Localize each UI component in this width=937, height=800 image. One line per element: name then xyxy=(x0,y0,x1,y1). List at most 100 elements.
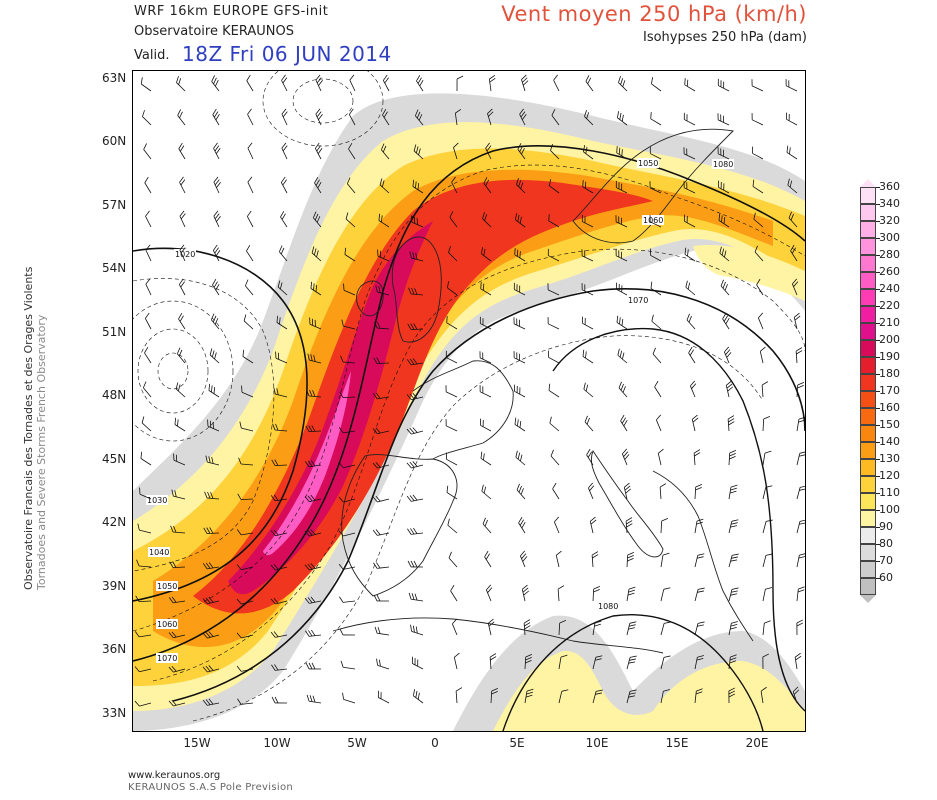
wind-barb-shaft xyxy=(411,257,424,262)
wind-barb xyxy=(374,321,390,330)
wind-barb xyxy=(654,380,662,398)
wind-barb-flag xyxy=(697,590,704,593)
wind-barb-flag xyxy=(621,318,624,326)
wind-barb xyxy=(377,249,390,262)
wind-barb-shaft xyxy=(247,181,254,194)
contour-label-bg xyxy=(637,158,659,168)
wind-barb-shaft xyxy=(281,147,288,160)
wind-barb-flag xyxy=(686,148,688,156)
wind-barb xyxy=(134,700,152,707)
wind-barb-flag xyxy=(455,687,463,692)
wind-barb-flag xyxy=(695,691,703,695)
wind-barb-shaft xyxy=(718,186,730,194)
wind-barb-flag xyxy=(408,592,412,600)
wind-barb-shaft xyxy=(557,589,560,602)
wind-barb xyxy=(348,108,356,126)
wind-barb xyxy=(649,146,662,160)
wind-barb-shaft xyxy=(139,529,152,534)
wind-barb-flag xyxy=(751,79,753,86)
wind-barb-flag xyxy=(616,282,618,290)
wind-barb xyxy=(447,518,458,534)
wind-barb-flag xyxy=(686,114,688,121)
wind-barb-shaft xyxy=(551,115,560,126)
legend-swatch xyxy=(860,442,876,459)
wind-barb-flag xyxy=(176,76,179,83)
wind-barb xyxy=(372,495,390,503)
wind-barb xyxy=(548,214,560,228)
wind-barb-flag xyxy=(764,450,772,454)
wind-barb xyxy=(551,109,560,126)
wind-barb-flag xyxy=(797,382,805,386)
wind-barb-flag xyxy=(487,108,493,114)
wind-barb-flag xyxy=(482,283,485,291)
wind-barb-flag xyxy=(522,587,529,593)
wind-barb xyxy=(135,595,152,603)
contour-label: 1030 xyxy=(147,496,167,505)
wind-barb-flag xyxy=(752,146,754,154)
wind-barb-flag xyxy=(726,352,732,358)
wind-barb-flag xyxy=(760,346,766,352)
wind-barb xyxy=(270,564,288,571)
wind-barb-shaft xyxy=(275,357,288,364)
wind-barb xyxy=(272,423,288,432)
wind-barb-flag xyxy=(177,419,179,427)
wind-barb-flag xyxy=(483,248,486,256)
wind-barb xyxy=(558,654,568,670)
wind-barb xyxy=(553,74,560,92)
contour-label: 1070 xyxy=(628,296,648,305)
wind-barb-flag xyxy=(374,321,378,329)
wind-barb-flag xyxy=(314,176,319,184)
wind-barb xyxy=(407,560,424,568)
wind-barb-flag xyxy=(518,485,522,493)
wind-barb xyxy=(306,694,322,704)
wind-barb-flag xyxy=(799,553,805,556)
wind-barb-shaft xyxy=(588,487,594,500)
wind-barb-flag xyxy=(213,142,218,149)
wind-barb xyxy=(407,323,424,331)
wind-barb-shaft xyxy=(660,657,665,670)
wind-barb-flag xyxy=(205,455,208,463)
wind-barb-shaft xyxy=(626,623,631,636)
wind-barb-flag xyxy=(730,487,737,491)
wind-barb-flag xyxy=(237,493,242,500)
wind-barb-flag xyxy=(179,315,184,322)
wind-barb-shaft xyxy=(343,325,356,330)
wind-barb-flag xyxy=(595,655,603,658)
wind-barb-flag xyxy=(409,251,412,259)
wind-barb-flag xyxy=(215,113,220,121)
wind-barb-shaft xyxy=(240,498,254,501)
wind-barb xyxy=(209,348,220,364)
wind-barb-flag xyxy=(763,416,771,420)
wind-barb xyxy=(620,414,628,432)
wind-barb-flag xyxy=(318,80,323,86)
legend-swatch xyxy=(860,408,876,425)
wind-barb xyxy=(752,146,764,160)
wind-barb-flag xyxy=(595,692,602,695)
wind-barb xyxy=(275,351,288,364)
wind-barb-shaft xyxy=(177,353,186,364)
wind-barb-flag xyxy=(723,216,726,224)
wind-barb-flag xyxy=(378,213,381,221)
lat-label: 33N xyxy=(102,706,127,720)
wind-barb-flag xyxy=(273,387,276,395)
wind-barb-flag xyxy=(310,596,316,603)
wind-barb xyxy=(346,177,356,194)
wind-barb-flag xyxy=(789,147,791,155)
wind-barb xyxy=(592,655,603,670)
wind-barb-shaft xyxy=(209,354,220,364)
wind-barb xyxy=(786,112,798,126)
wind-barb xyxy=(480,282,492,296)
wind-barb-shaft xyxy=(793,317,798,330)
wind-barb xyxy=(455,687,463,704)
wind-barb xyxy=(582,180,594,194)
wind-barb-flag xyxy=(584,284,586,292)
lat-label: 57N xyxy=(102,198,127,212)
wind-barb-flag xyxy=(686,182,688,190)
wind-barb-flag xyxy=(717,113,719,120)
wind-barb-flag xyxy=(338,462,344,468)
wind-barb-flag xyxy=(664,621,671,624)
wind-barb-flag xyxy=(307,495,313,502)
wind-barb-shaft xyxy=(481,490,492,500)
wind-barb-flag xyxy=(339,628,344,636)
wind-barb-flag xyxy=(309,389,313,397)
